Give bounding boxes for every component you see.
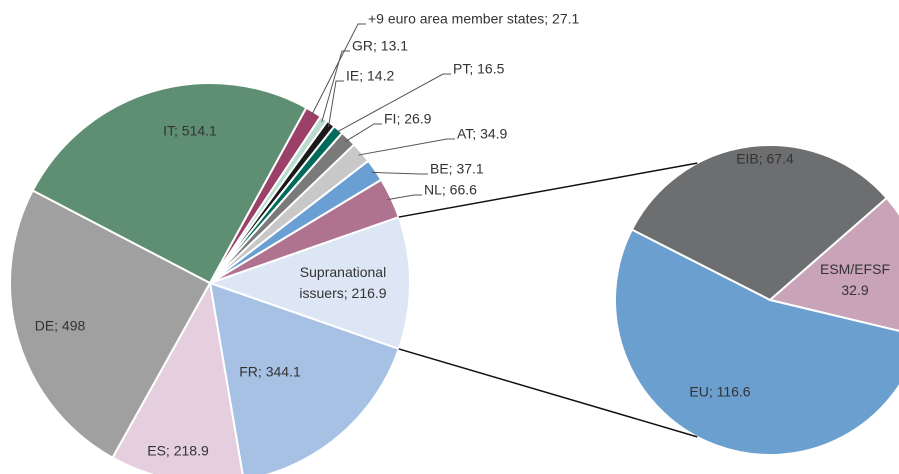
slice-label: +9 euro area member states; 27.1 [368,11,579,27]
slice-label: GR; 13.1 [352,38,408,54]
leader-line [358,138,455,156]
leader-line [335,73,451,134]
slice-label: ES; 218.9 [147,443,209,459]
pie-slice [31,82,308,285]
slice-label: NL; 66.6 [424,182,477,198]
connector-line [398,162,698,218]
leader-line [387,194,422,201]
pie-slice [111,280,244,474]
slice-label: issuers; 216.9 [299,285,386,301]
slice-label: DE; 498 [35,318,86,334]
leader-line [321,50,350,123]
slice-label: AT; 34.9 [457,126,508,142]
slice-label: EIB; 67.4 [736,151,794,167]
slice-label: ESM/EFSF [820,261,890,277]
slice-label: PT; 16.5 [453,61,505,77]
slice-label: FI; 26.9 [384,111,432,127]
pie-slice [614,228,899,456]
leader-line [345,123,382,142]
slice-label: FR; 344.1 [239,364,301,380]
pie-slice [209,178,401,284]
connector-line [398,348,698,438]
leader-line [371,171,428,175]
slice-label: EU; 116.6 [689,384,750,400]
pie-slice [208,281,401,474]
slice-label: IT; 514.1 [163,123,217,139]
slice-label: Supranational [300,264,386,280]
slice-label: BE; 37.1 [430,161,484,177]
pie-slice [206,215,411,351]
slice-label: IE; 14.2 [346,68,394,84]
leader-line [327,80,344,127]
slice-label: 32.9 [841,282,868,298]
pie-slice [767,196,899,332]
leader-line [311,23,366,116]
